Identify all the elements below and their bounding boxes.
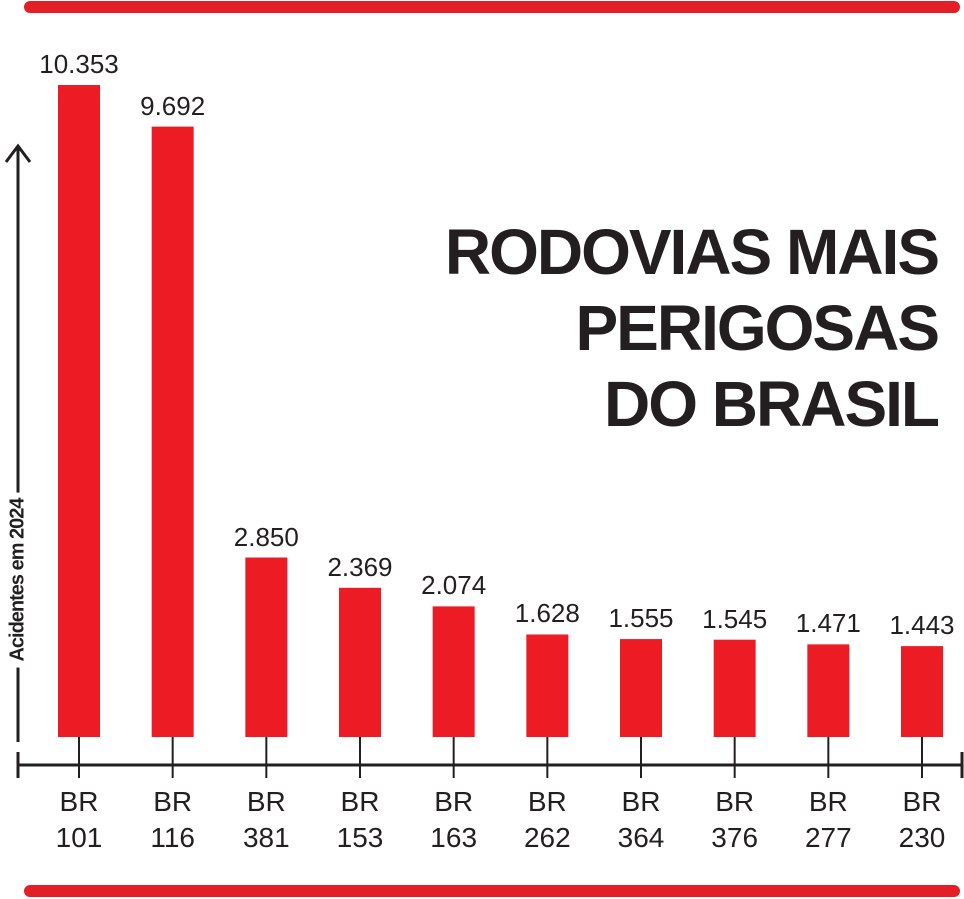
value-label: 2.074 (421, 570, 487, 601)
x-tick-label: BR 116 (150, 786, 195, 853)
value-label: 1.443 (889, 610, 955, 641)
value-label: 2.369 (327, 551, 393, 582)
bar (432, 606, 475, 737)
value-label: 1.555 (608, 603, 674, 634)
chart-title: RODOVIAS MAIS PERIGOSAS DO BRASIL (444, 216, 940, 440)
bar (713, 639, 756, 737)
x-tick-label: BR 163 (430, 786, 478, 853)
x-tick-label: BR 376 (711, 786, 759, 853)
x-tick-label: BR 262 (523, 786, 571, 853)
bar (58, 85, 100, 737)
x-tick-label: BR 153 (336, 786, 384, 853)
value-label: 9.692 (140, 90, 206, 121)
x-tick-label: BR 277 (804, 786, 852, 853)
x-tick-label: BR 101 (55, 786, 103, 853)
y-axis-label: Acidentes em 2024 (6, 492, 30, 668)
value-label: 1.471 (795, 608, 861, 639)
bar (807, 644, 850, 737)
value-label: 1.628 (514, 598, 580, 629)
bar (151, 126, 194, 737)
bar (526, 634, 569, 737)
value-label: 2.850 (233, 521, 299, 552)
bar (245, 557, 288, 737)
value-label: 1.545 (702, 603, 768, 634)
x-tick-label: BR 230 (898, 786, 946, 853)
value-label: 10.353 (39, 49, 119, 79)
bar (901, 646, 943, 737)
bar (339, 587, 381, 737)
arrow-head (4, 143, 32, 163)
bar (620, 639, 662, 737)
x-tick-label: BR 364 (617, 786, 665, 853)
x-tick-label: BR 381 (242, 786, 290, 853)
